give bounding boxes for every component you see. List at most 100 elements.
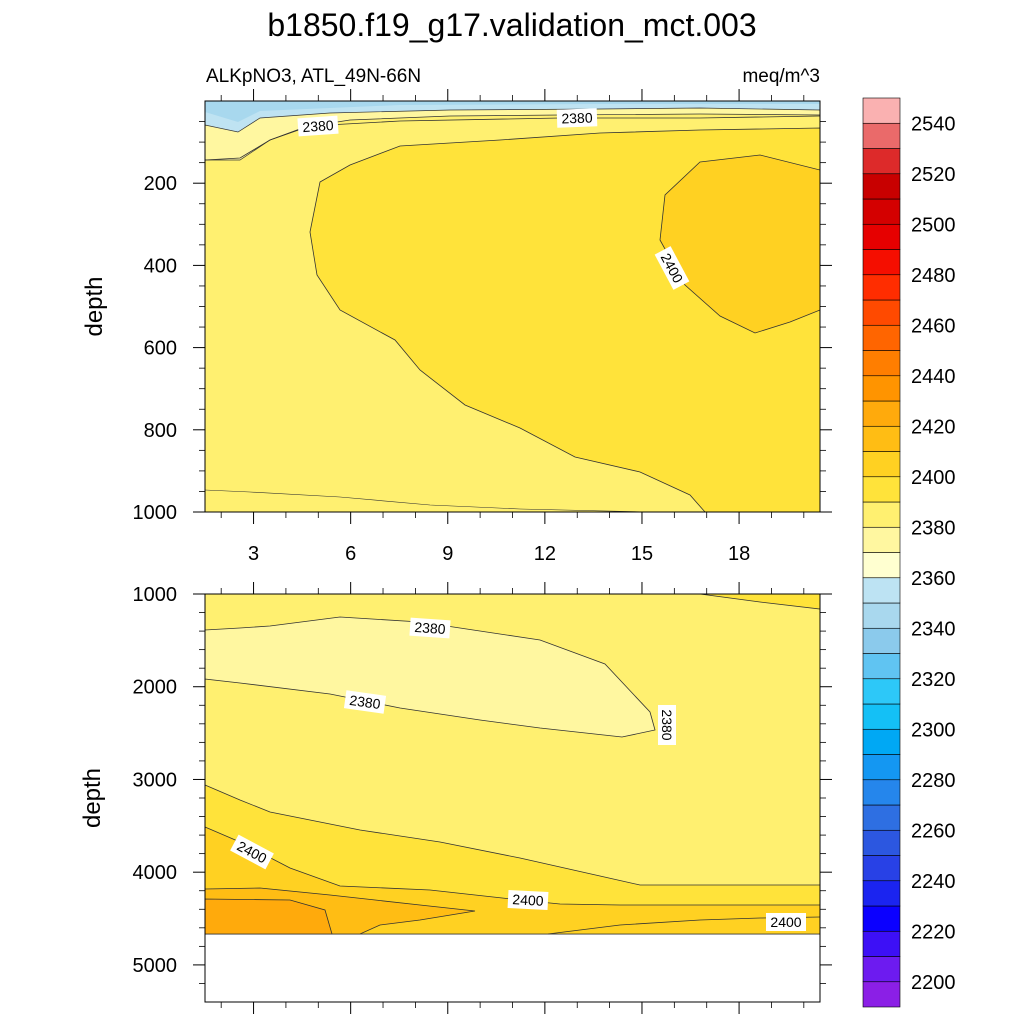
colorbar-box [862, 97, 901, 124]
colorbar-box [862, 148, 901, 175]
colorbar-box [862, 400, 901, 427]
lower-low-lens-region [204, 616, 656, 738]
colorbar-box [862, 905, 901, 932]
colorbar-tick-label: 2200 [911, 972, 956, 994]
colorbar-box [862, 956, 901, 983]
contour-label-bg [297, 115, 339, 137]
colorbar-box [862, 274, 901, 301]
contour-label: 2380 [297, 115, 339, 137]
contour-label-bg [409, 617, 451, 639]
colorbar-tick-label: 2360 [911, 568, 956, 590]
colorbar-box [862, 350, 901, 377]
colorbar-box [862, 425, 901, 452]
contour-label-text: 2380 [561, 109, 593, 126]
colorbar-box [862, 299, 901, 326]
colorbar-tick-label: 2480 [911, 265, 956, 287]
lower-panel: 2380238023802400240024001000200030004000… [79, 582, 832, 1014]
colorbar-box [862, 653, 901, 680]
colorbar-tick-label: 2280 [911, 770, 956, 792]
colorbar-box [862, 122, 901, 149]
contour-label-text: 2380 [414, 619, 446, 637]
upper-y-tick-label: 600 [144, 338, 177, 360]
contour-label: 2400 [507, 889, 549, 911]
contour-label-bg [230, 834, 274, 870]
contour-label: 2380 [658, 705, 676, 745]
contour-label-bg [766, 913, 806, 931]
colorbar-box [862, 602, 901, 629]
lower-y-tick-label: 5000 [133, 955, 178, 977]
colorbar-tick-label: 2440 [911, 366, 956, 388]
upper-y-tick-label: 400 [144, 255, 177, 277]
colorbar-tick-label: 2520 [911, 164, 956, 186]
contour-label-bg [343, 690, 387, 714]
contour-label-text: 2400 [770, 914, 801, 930]
colorbar-tick-label: 2260 [911, 820, 956, 842]
colorbar-box [862, 678, 901, 705]
lower-y-tick-label: 2000 [133, 677, 178, 699]
colorbar-box [862, 476, 901, 503]
variable-label: ALKpNO3, ATL_49N-66N [206, 66, 421, 87]
contour-label-text: 2380 [659, 709, 675, 740]
lower-y-axis-label: depth [79, 768, 106, 828]
colorbar-tick-label: 2540 [911, 113, 956, 135]
colorbar-box [862, 981, 901, 1008]
colorbar-box [862, 930, 901, 957]
contour-label-bg [507, 889, 549, 911]
x-tick-label: 12 [534, 543, 556, 565]
upper-y-tick-label: 1000 [133, 502, 178, 524]
x-tick-label: 18 [728, 543, 750, 565]
colorbar-tick-label: 2240 [911, 871, 956, 893]
colorbar-box [862, 324, 901, 351]
colorbar-box [862, 855, 901, 882]
chart-title: b1850.f19_g17.validation_mct.003 [267, 7, 756, 43]
upper-surface-cold-inner [205, 101, 820, 122]
lower-y-tick-label: 4000 [133, 862, 178, 884]
colorbar-tick-label: 2340 [911, 618, 956, 640]
x-tick-label: 3 [248, 543, 259, 565]
colorbar-tick-label: 2320 [911, 669, 956, 691]
upper-contour-bottom [204, 489, 651, 513]
upper-y-axis-label: depth [81, 276, 108, 336]
colorbar-box [862, 728, 901, 755]
colorbar-box [862, 223, 901, 250]
colorbar-tick-label: 2220 [911, 921, 956, 943]
contour-label-bg [654, 246, 690, 290]
colorbar: 2200 2220 2240 2260 2280 2300 2320 2340 2360 2380… [862, 97, 956, 1008]
colorbar-tick-label: 2300 [911, 719, 956, 741]
colorbar-tick-label: 2460 [911, 315, 956, 337]
colorbar-box [862, 703, 901, 730]
upper-y-tick-label: 800 [144, 420, 177, 442]
x-tick-label: 6 [345, 543, 356, 565]
colorbar-box [862, 198, 901, 225]
lower-y-tick-label: 1000 [133, 584, 178, 606]
contour-label: 2380 [409, 617, 451, 639]
colorbar-box [862, 627, 901, 654]
colorbar-tick-label: 2500 [911, 214, 956, 236]
colorbar-box [862, 501, 901, 528]
colorbar-box [862, 375, 901, 402]
colorbar-tick-label: 2400 [911, 467, 956, 489]
colorbar-box [862, 552, 901, 579]
upper-y-tick-label: 200 [144, 173, 177, 195]
contour-label-bg [556, 108, 598, 128]
lower-y-tick-label: 3000 [133, 769, 178, 791]
x-tick-label: 9 [442, 543, 453, 565]
colorbar-box [862, 779, 901, 806]
colorbar-box [862, 829, 901, 856]
colorbar-box [862, 526, 901, 553]
upper-contour-2380-top [204, 115, 821, 161]
colorbar-tick-label: 2420 [911, 416, 956, 438]
contour-label: 2400 [766, 913, 806, 931]
colorbar-box [862, 451, 901, 478]
colorbar-box [862, 880, 901, 907]
colorbar-box [862, 754, 901, 781]
contour-label-bg [658, 705, 676, 745]
colorbar-box [862, 577, 901, 604]
units-label: meq/m^3 [742, 66, 820, 87]
upper-core-max-region [659, 154, 821, 334]
colorbar-box [862, 804, 901, 831]
x-tick-label: 15 [631, 543, 653, 565]
colorbar-tick-label: 2380 [911, 517, 956, 539]
